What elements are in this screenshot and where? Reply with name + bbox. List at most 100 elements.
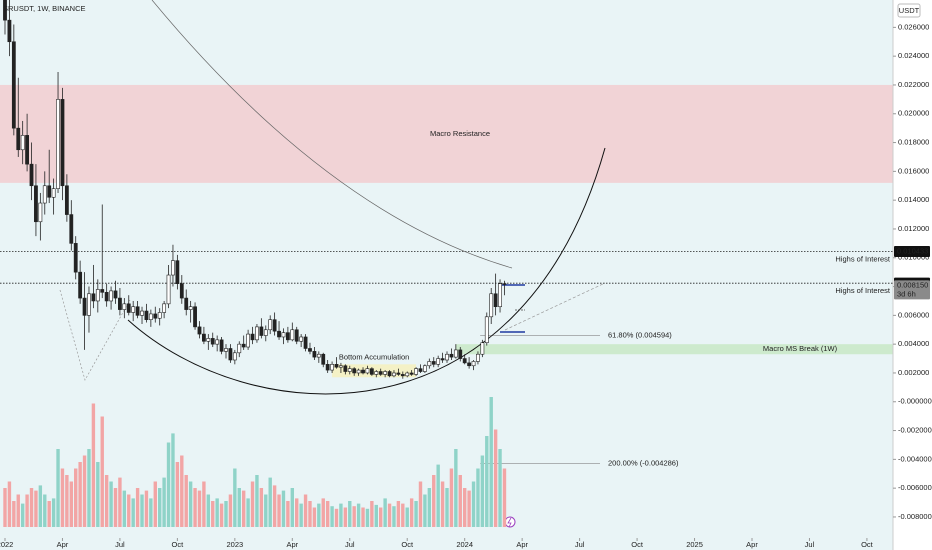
volume-bar xyxy=(29,488,34,527)
volume-bar xyxy=(91,403,96,527)
volume-bar xyxy=(7,481,12,527)
volume-bar xyxy=(237,488,241,527)
countdown: 3d 6h xyxy=(897,289,916,298)
y-tick-label: 0.012000 xyxy=(898,224,929,233)
volume-bar xyxy=(374,504,378,527)
bowl-curve xyxy=(127,147,606,395)
candle-body xyxy=(11,41,16,129)
y-tick-label: 0.006000 xyxy=(898,310,929,319)
candle-body xyxy=(299,336,304,342)
volume-bar xyxy=(113,488,118,527)
volume-bar xyxy=(379,507,383,527)
volume-bar xyxy=(250,481,255,527)
candle-body xyxy=(255,326,259,341)
candle-body xyxy=(51,188,56,198)
candle-body xyxy=(396,372,401,375)
candle-body xyxy=(365,368,370,374)
volume-bar xyxy=(56,449,60,527)
x-tick-label: Oct xyxy=(401,540,414,549)
volume-bar xyxy=(193,488,197,527)
volume-bar xyxy=(392,506,396,527)
price-axis-panel xyxy=(893,0,932,550)
candle-body xyxy=(131,306,136,313)
candle-body xyxy=(471,361,476,367)
volume-bar xyxy=(387,503,392,527)
x-tick-label: Apr xyxy=(57,540,69,549)
fib-label: 200.00% (-0.004286) xyxy=(608,458,679,467)
candle-body xyxy=(69,214,74,244)
volume-bar xyxy=(299,503,303,527)
candle-body xyxy=(409,372,414,375)
candle-body xyxy=(489,293,494,318)
volume-bar xyxy=(12,501,16,527)
volume-bar xyxy=(16,494,20,527)
candle-body xyxy=(219,339,224,352)
volume-bar xyxy=(255,475,259,527)
candle-body xyxy=(20,135,25,151)
candle-body xyxy=(228,348,233,361)
volume-bar xyxy=(361,507,365,527)
candle-body xyxy=(166,274,171,305)
volume-bar xyxy=(211,501,215,527)
candle-body xyxy=(109,290,113,302)
candle-body xyxy=(232,352,237,361)
x-tick-label: Oct xyxy=(631,540,644,549)
candle-body xyxy=(104,292,109,302)
volume-bar xyxy=(352,506,356,527)
x-tick-label: Apr xyxy=(286,540,298,549)
y-tick-label: 0.022000 xyxy=(898,80,929,89)
volume-bar xyxy=(449,468,454,527)
volume-bar xyxy=(65,475,69,527)
volume-bar xyxy=(462,488,467,527)
y-tick-label: 0.010000 xyxy=(898,253,929,262)
candle-body xyxy=(162,303,167,313)
volume-bar xyxy=(47,501,51,527)
candle-body xyxy=(153,313,158,319)
volume-bar xyxy=(153,481,157,527)
volume-bar xyxy=(175,462,180,527)
volume-bar xyxy=(281,490,286,527)
volume-bar xyxy=(308,501,312,527)
x-tick-label: 2022 xyxy=(0,540,13,549)
volume-bar xyxy=(122,490,127,527)
volume-bar xyxy=(3,488,7,527)
candle-body xyxy=(60,99,65,187)
candle-body xyxy=(423,365,427,372)
volume-bar xyxy=(34,490,38,527)
level-label: Highs of Interest xyxy=(835,255,891,264)
volume-bar xyxy=(317,503,321,527)
volume-bar xyxy=(78,462,82,527)
candle-body xyxy=(414,368,418,375)
volume-bar xyxy=(25,494,29,527)
candle-body xyxy=(400,374,405,377)
volume-bar xyxy=(215,498,219,527)
volume-bar xyxy=(60,468,65,527)
volume-bar xyxy=(502,468,507,527)
price-value: 0.008150 xyxy=(897,280,928,289)
candle-body xyxy=(42,185,47,204)
volume-bar xyxy=(498,449,502,527)
y-tick-label: -0.008000 xyxy=(898,512,932,521)
volume-bar xyxy=(184,475,188,527)
candle-body xyxy=(171,260,175,276)
volume-bar xyxy=(131,498,135,527)
x-tick-label: Jul xyxy=(575,540,585,549)
volume-bar xyxy=(480,455,485,527)
candle-body xyxy=(78,271,83,299)
candle-body xyxy=(95,289,100,302)
candle-body xyxy=(268,319,273,331)
candle-body xyxy=(498,283,502,308)
volume-bar xyxy=(43,494,47,527)
volume-bar xyxy=(82,455,87,527)
candle-body xyxy=(449,353,454,358)
volume-bar xyxy=(206,494,211,527)
x-tick-label: Oct xyxy=(172,540,185,549)
candle-body xyxy=(241,343,246,348)
volume-bar xyxy=(365,508,370,527)
candle-body xyxy=(405,372,410,377)
volume-bar xyxy=(74,468,78,527)
currency-box xyxy=(897,3,921,18)
candle-body xyxy=(308,348,312,352)
zone xyxy=(0,84,893,183)
y-tick-label: -0.002000 xyxy=(898,426,932,435)
